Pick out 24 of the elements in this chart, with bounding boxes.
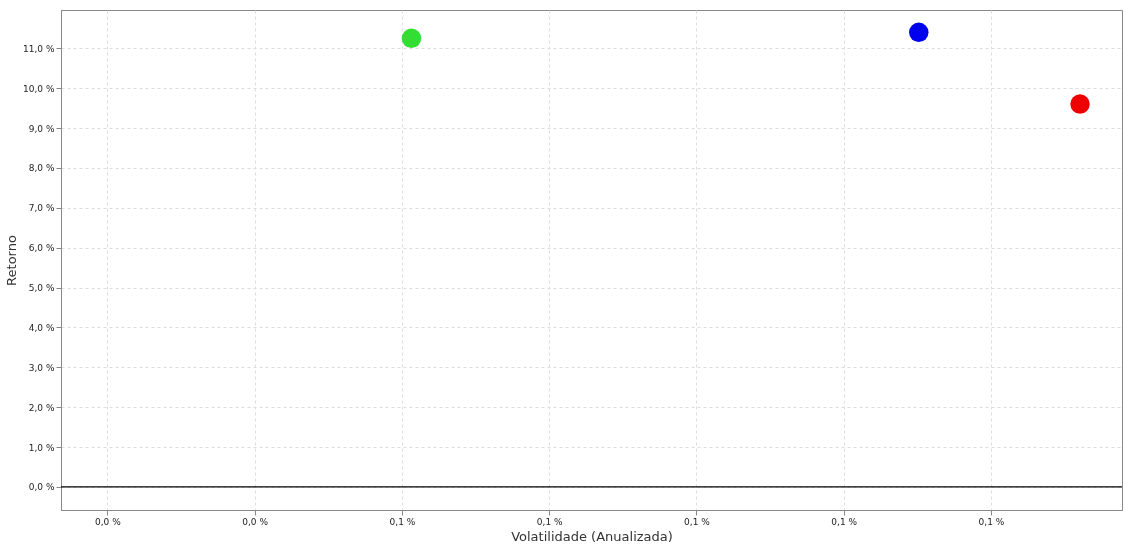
point (401, 28, 422, 49)
x-tick-label: 0,1 % (389, 516, 416, 527)
x-tick-label: 0,1 % (978, 516, 1005, 527)
y-tick-label: 1,0 % (28, 442, 55, 453)
x-tick-label: 0,1 % (684, 516, 711, 527)
x-tick-label: 0,1 % (536, 516, 563, 527)
y-tick-label: 5,0 % (28, 283, 55, 294)
y-tick-label: 3,0 % (28, 362, 55, 373)
x-tick-label: 0,1 % (831, 516, 858, 527)
y-axis-title: Retorno (4, 235, 20, 286)
point (909, 22, 929, 43)
y-tick-label: 6,0 % (28, 243, 55, 254)
y-tick-label: 8,0 % (28, 163, 55, 174)
x-tick-label: 0,0 % (242, 516, 269, 527)
y-tick-label: 9,0 % (28, 123, 55, 134)
point (1070, 94, 1090, 114)
y-tick-label: 7,0 % (28, 203, 55, 214)
y-tick-label: 11,0 % (23, 43, 55, 54)
x-tick-label: 0,0 % (95, 516, 122, 527)
y-tick-label: 0,0 % (28, 482, 55, 493)
y-tick-label: 2,0 % (28, 402, 55, 413)
y-tick-label: 4,0 % (28, 322, 55, 333)
y-tick-label: 10,0 % (23, 83, 55, 94)
x-axis-title: Volatilidade (Anualizada) (511, 528, 673, 544)
